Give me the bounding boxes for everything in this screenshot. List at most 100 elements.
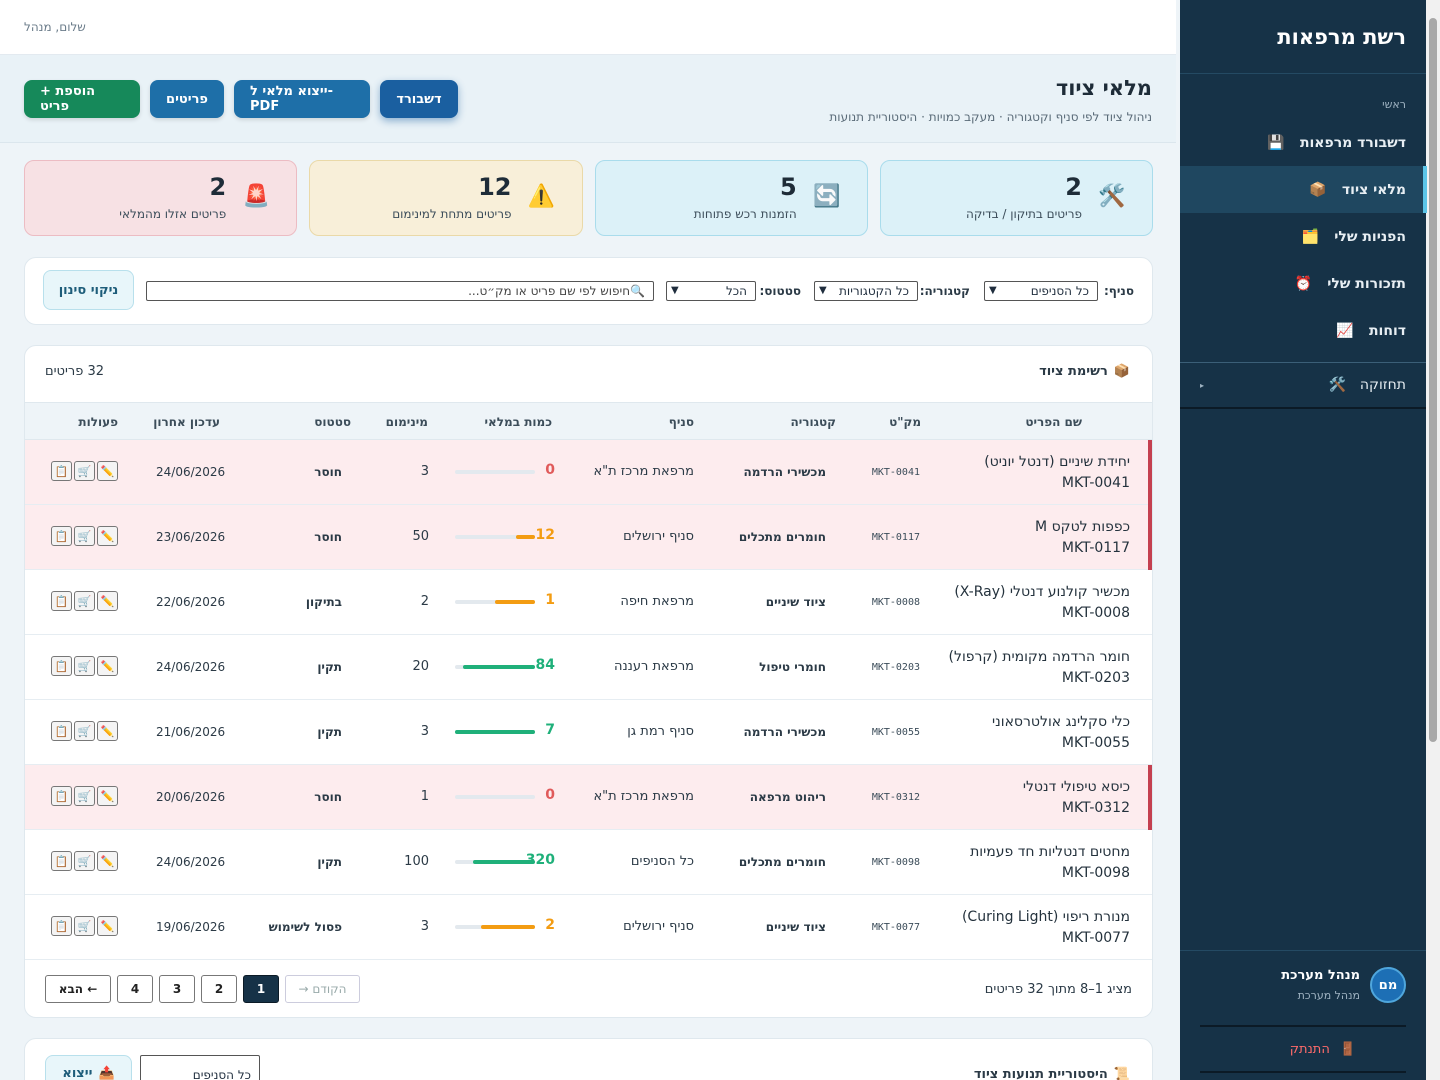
table-row[interactable]: כיסא טיפולי דנטלי MKT-0312 MKT-0312 ריהו… [25, 765, 1152, 830]
history-button[interactable]: 📋 [51, 721, 72, 741]
table-row[interactable]: כפפות לטקס M MKT-0117 MKT-0117 חומרים מת… [25, 505, 1152, 570]
stat-label: פריטים מתחת למינימום [392, 207, 512, 221]
col-sku[interactable]: מק"ט [889, 415, 921, 429]
col-category[interactable]: קטגוריה [790, 415, 836, 429]
table-row[interactable]: חומר הרדמה מקומית (קרפול) MKT-0203 MKT-0… [25, 635, 1152, 700]
edit-button[interactable]: ✏️ [97, 786, 118, 806]
stat-open-orders: 🔄 5 הזמנות רכש פתוחות [594, 160, 868, 236]
cart-icon: 🛒 [77, 919, 92, 933]
qty-value: 0 [545, 787, 555, 803]
row-actions: 📋 🛒 ✏️ [51, 461, 118, 481]
history-button[interactable]: 📋 [51, 656, 72, 676]
status-badge: תקין [317, 660, 342, 674]
qty-bar-fill [463, 665, 535, 669]
edit-button[interactable]: ✏️ [97, 591, 118, 611]
order-button[interactable]: 🛒 [74, 851, 95, 871]
items-button[interactable]: פריטים [150, 80, 224, 118]
history-branch-select[interactable]: כל הסניפים [140, 1055, 260, 1080]
sidebar-item-clinic-dashboard[interactable]: 💾 דשבורד מרפאות [1180, 119, 1426, 166]
logout-button[interactable]: 🚪 התנתק [1200, 1025, 1406, 1073]
order-button[interactable]: 🛒 [74, 721, 95, 741]
sidebar-item-label: מלאי ציוד [1341, 181, 1406, 198]
edit-button[interactable]: ✏️ [97, 851, 118, 871]
col-min[interactable]: מינימום [385, 415, 428, 429]
item-branch: מרפאת חיפה [620, 594, 694, 609]
stat-out-of-stock: 🚨 2 פריטים אזלו מהמלאי [24, 160, 298, 236]
order-button[interactable]: 🛒 [74, 916, 95, 936]
sidebar-item-reminders[interactable]: ⏰ תזכורות שלי [1180, 260, 1426, 307]
page-3-button[interactable]: 3 [159, 975, 195, 1003]
history-button[interactable]: 📋 [51, 526, 72, 546]
order-button[interactable]: 🛒 [74, 656, 95, 676]
greeting-text: שלום, מנהל [24, 20, 86, 34]
page-4-button[interactable]: 4 [117, 975, 153, 1003]
table-row[interactable]: כלי סקלינג אולטרסאוני MKT-0055 MKT-0055 … [25, 700, 1152, 765]
edit-button[interactable]: ✏️ [97, 916, 118, 936]
dashboard-button[interactable]: דשבורד [380, 80, 458, 118]
order-button[interactable]: 🛒 [74, 591, 95, 611]
item-name-text: כיסא טיפולי דנטלי [1022, 779, 1130, 795]
sidebar-item-label: תזכורות שלי [1327, 275, 1406, 292]
status-badge: חוסר [314, 465, 342, 479]
warning-icon: ⚠️ [527, 183, 556, 209]
col-name[interactable]: שם הפריט [1025, 415, 1082, 429]
sidebar-item-reports[interactable]: 📈 דוחות [1180, 307, 1426, 354]
category-select[interactable]: כל הקטגוריות ▼ [814, 281, 918, 301]
status-select[interactable]: הכל ▼ [666, 281, 756, 301]
history-export-button[interactable]: 📤 ייצוא [45, 1055, 132, 1080]
item-min: 1 [420, 789, 429, 804]
save-icon: 💾 [1267, 134, 1285, 151]
col-qty[interactable]: כמות במלאי [484, 415, 552, 429]
history-button[interactable]: 📋 [51, 591, 72, 611]
next-page-button[interactable]: הבא ← [45, 975, 111, 1003]
item-category: חומרים מתכלים [738, 530, 826, 544]
edit-button[interactable]: ✏️ [97, 526, 118, 546]
item-updated: 24/06/2026 [156, 855, 226, 869]
page-scrollbar[interactable] [1426, 0, 1440, 1080]
col-status[interactable]: סטטוס [314, 415, 351, 429]
order-button[interactable]: 🛒 [74, 461, 95, 481]
item-branch: סניף ירושלים [623, 919, 694, 934]
prev-page-button[interactable]: → הקודם [285, 975, 360, 1003]
edit-button[interactable]: ✏️ [97, 721, 118, 741]
table-row[interactable]: מנורת ריפוי (Curing Light) MKT-0077 MKT-… [25, 895, 1152, 960]
item-name: מכשיר קולנוע דנטלי (X-Ray) MKT-0008 [954, 582, 1130, 624]
history-button[interactable]: 📋 [51, 461, 72, 481]
export-pdf-button[interactable]: ייצוא מלאי ל-PDF [234, 80, 370, 118]
stat-value: 12 [478, 173, 512, 201]
edit-button[interactable]: ✏️ [97, 461, 118, 481]
table-row[interactable]: מחטים דנטליות חד פעמיות MKT-0098 MKT-009… [25, 830, 1152, 895]
col-branch[interactable]: סניף [668, 415, 694, 429]
history-title: 📜 היסטוריית תנועות ציוד [974, 1067, 1130, 1080]
history-button[interactable]: 📋 [51, 786, 72, 806]
order-button[interactable]: 🛒 [74, 526, 95, 546]
table-row[interactable]: יחידת שיניים (דנטל יוניט) MKT-0041 MKT-0… [25, 440, 1152, 505]
search-input[interactable]: 🔍 חיפוש לפי שם פריט או מק״ט... [146, 281, 654, 301]
pencil-icon: ✏️ [100, 789, 115, 803]
history-button[interactable]: 📋 [51, 851, 72, 871]
item-category: חומרי טיפול [759, 660, 826, 674]
item-name: כיסא טיפולי דנטלי MKT-0312 [1023, 777, 1130, 819]
sidebar-item-inventory[interactable]: 📦 מלאי ציוד [1180, 166, 1427, 213]
page-1-button[interactable]: 1 [243, 975, 279, 1003]
sidebar-item-referrals[interactable]: 🗂️ הפניות שלי [1180, 213, 1426, 260]
item-name-text: חומר הרדמה מקומית (קרפול) [948, 649, 1130, 665]
history-button[interactable]: 📋 [51, 916, 72, 936]
table-row[interactable]: מכשיר קולנוע דנטלי (X-Ray) MKT-0008 MKT-… [25, 570, 1152, 635]
sidebar-item-maintenance[interactable]: 🛠️ תחזוקה ▸ [1180, 363, 1426, 409]
item-min: 3 [420, 724, 429, 739]
col-updated[interactable]: עדכון אחרון [153, 415, 220, 429]
item-name-text: מנורת ריפוי (Curing Light) [961, 909, 1130, 925]
item-name-text: כפפות לטקס M [1035, 519, 1130, 535]
page-2-button[interactable]: 2 [201, 975, 237, 1003]
item-branch: מרפאת מרכז ת"א [593, 464, 694, 479]
scrollbar-thumb[interactable] [1429, 18, 1437, 742]
branch-select[interactable]: כל הסניפים ▼ [984, 281, 1098, 301]
clipboard-icon: 📋 [54, 594, 69, 608]
edit-button[interactable]: ✏️ [97, 656, 118, 676]
item-sku: MKT-0203 [871, 662, 920, 673]
sidebar-item-label: הפניות שלי [1334, 228, 1406, 245]
clear-filters-button[interactable]: ניקוי סינון [43, 270, 134, 310]
add-item-button[interactable]: + הוספת פריט [24, 80, 140, 118]
order-button[interactable]: 🛒 [74, 786, 95, 806]
